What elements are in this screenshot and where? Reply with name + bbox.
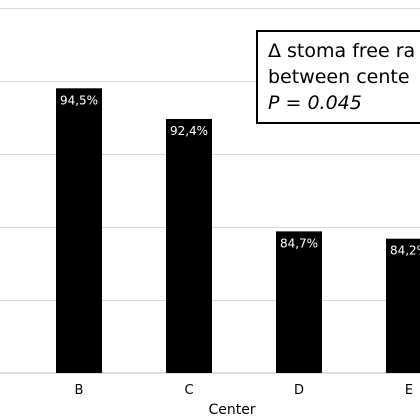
bar-d	[276, 231, 322, 373]
x-axis-title: Center	[208, 402, 255, 418]
data-labels: 94,5% 92,4% 84,7% 84,2%	[60, 93, 420, 257]
bar-b	[56, 88, 102, 374]
annotation-p-value: P = 0.045	[268, 92, 362, 114]
bar-e	[386, 238, 420, 373]
x-tick-label-d: D	[294, 383, 304, 398]
x-tick-label-b: B	[75, 383, 84, 398]
bars	[56, 88, 420, 374]
data-label-e: 84,2%	[390, 244, 420, 258]
x-tick-label-c: C	[184, 383, 193, 398]
bar-c	[166, 118, 212, 374]
data-label-d: 84,7%	[280, 236, 318, 250]
x-tick-labels: B C D E	[75, 383, 414, 398]
annotation-box: Δ stoma free ra between cente P = 0.045	[256, 30, 420, 124]
data-label-c: 92,4%	[170, 124, 208, 138]
annotation-line-2: between cente	[268, 66, 410, 88]
data-label-b: 94,5%	[60, 93, 98, 107]
annotation-line-1: Δ stoma free ra	[268, 40, 416, 62]
x-tick-label-e: E	[405, 383, 413, 398]
